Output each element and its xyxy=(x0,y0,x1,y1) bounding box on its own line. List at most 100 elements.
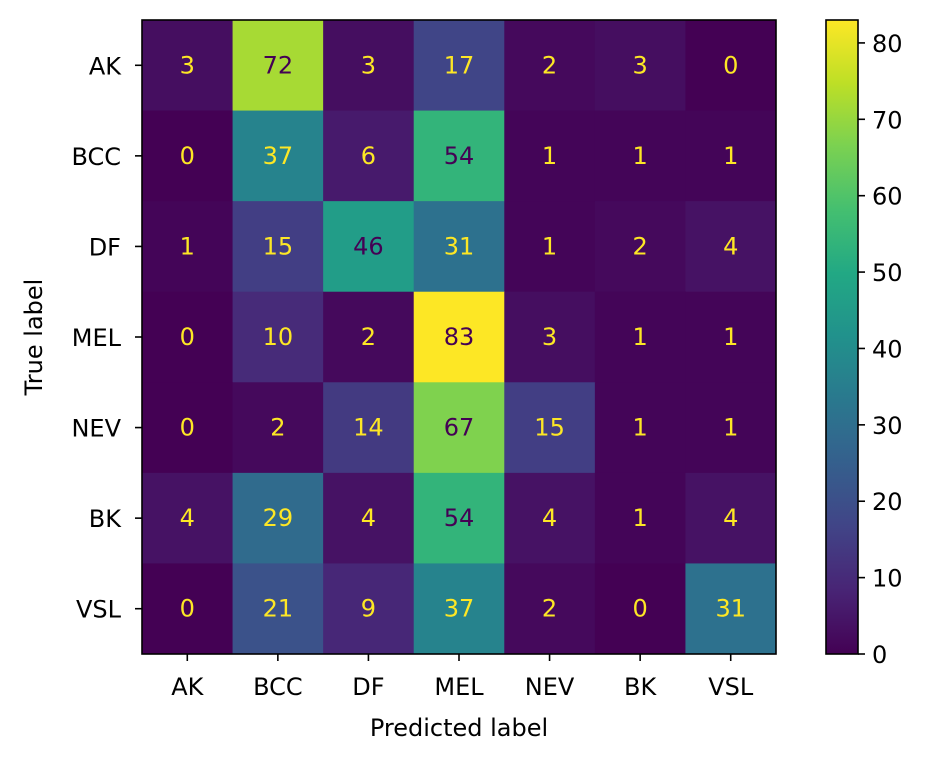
cell-value-label: 1 xyxy=(633,414,648,442)
heatmap-cell-BCC-MEL xyxy=(413,110,505,202)
y-tick-label: BCC xyxy=(71,143,121,171)
heatmap-cell-MEL-MEL xyxy=(413,291,505,383)
heatmap-cell-BCC-NEV xyxy=(504,110,596,202)
heatmap-cell-MEL-NEV xyxy=(504,291,596,383)
cell-value-label: 0 xyxy=(180,142,195,170)
y-tick-label: MEL xyxy=(72,324,122,352)
y-tick-label: BK xyxy=(89,505,122,533)
x-tick-label: MEL xyxy=(434,673,484,701)
heatmap-cell-BCC-BCC xyxy=(232,110,324,202)
heatmap-cell-VSL-VSL xyxy=(685,563,777,655)
cell-value-label: 1 xyxy=(180,232,195,260)
cell-value-label: 72 xyxy=(263,51,294,79)
heatmap-cell-AK-BCC xyxy=(232,20,324,112)
x-tick-label: AK xyxy=(171,673,204,701)
y-axis-label: True label xyxy=(20,279,48,397)
cell-value-label: 1 xyxy=(633,142,648,170)
x-tick-label: DF xyxy=(352,673,384,701)
cell-value-label: 1 xyxy=(542,142,557,170)
cell-value-label: 4 xyxy=(361,504,376,532)
cell-value-label: 4 xyxy=(723,232,738,260)
cell-value-label: 37 xyxy=(263,142,294,170)
cell-value-label: 3 xyxy=(180,51,195,79)
heatmap-cell-AK-DF xyxy=(323,20,415,112)
heatmap-cell-BK-BK xyxy=(594,472,686,564)
heatmap-cell-NEV-MEL xyxy=(413,382,505,474)
heatmap-cell-AK-AK xyxy=(142,20,234,112)
heatmap-cell-DF-BK xyxy=(594,201,686,293)
heatmap-cell-BK-DF xyxy=(323,472,415,564)
y-tick-label: NEV xyxy=(71,415,121,443)
heatmap-cell-VSL-BCC xyxy=(232,563,324,655)
cell-value-label: 6 xyxy=(361,142,376,170)
colorbar: 0 10 20 30 40 50 60 70 80 xyxy=(825,19,903,669)
cell-value-label: 54 xyxy=(444,504,475,532)
heatmap-cell-values: 3 72 3 17 2 3 00 37 6 54 1 1 11 15 46 31 1 2 40 10 2 83 3 1 10 2 1… xyxy=(180,51,746,622)
cell-value-label: 1 xyxy=(633,323,648,351)
heatmap-cell-VSL-BK xyxy=(594,563,686,655)
y-tick-label: VSL xyxy=(76,596,122,624)
cell-value-label: 14 xyxy=(353,414,384,442)
cell-value-label: 0 xyxy=(723,51,738,79)
heatmap-cell-NEV-AK xyxy=(142,382,234,474)
heatmap-cell-VSL-NEV xyxy=(504,563,596,655)
colorbar-tick-label: 50 xyxy=(872,259,903,287)
heatmap-cell-VSL-DF xyxy=(323,563,415,655)
y-tick-label: DF xyxy=(89,233,121,261)
heatmap-cell-BK-AK xyxy=(142,472,234,564)
heatmap-cell-NEV-DF xyxy=(323,382,415,474)
cell-value-label: 0 xyxy=(180,323,195,351)
x-tick-label: BCC xyxy=(253,673,303,701)
heatmap-cell-MEL-BCC xyxy=(232,291,324,383)
colorbar-tick-label: 80 xyxy=(872,30,903,58)
heatmap-cell-BCC-BK xyxy=(594,110,686,202)
heatmap-cell-BCC-AK xyxy=(142,110,234,202)
cell-value-label: 0 xyxy=(180,414,195,442)
colorbar-gradient xyxy=(825,19,859,655)
cell-value-label: 4 xyxy=(723,504,738,532)
cell-value-label: 10 xyxy=(263,323,294,351)
heatmap-cell-AK-NEV xyxy=(504,20,596,112)
cell-value-label: 1 xyxy=(633,504,648,532)
heatmap-cell-VSL-AK xyxy=(142,563,234,655)
cell-value-label: 2 xyxy=(542,595,557,623)
heatmap-cell-MEL-AK xyxy=(142,291,234,383)
x-tick-label: BK xyxy=(624,673,657,701)
cell-value-label: 3 xyxy=(361,51,376,79)
x-axis-ticks: AK BCC DF MEL NEV BK VSL xyxy=(171,654,754,701)
cell-value-label: 54 xyxy=(444,142,475,170)
cell-value-label: 37 xyxy=(444,595,475,623)
cell-value-label: 46 xyxy=(353,232,384,260)
heatmap-cell-AK-BK xyxy=(594,20,686,112)
heatmap-cell-AK-MEL xyxy=(413,20,505,112)
heatmap-cell-AK-VSL xyxy=(685,20,777,112)
heatmap-cell-DF-DF xyxy=(323,201,415,293)
cell-value-label: 67 xyxy=(444,414,475,442)
heatmap-cell-NEV-VSL xyxy=(685,382,777,474)
heatmap-cell-BK-NEV xyxy=(504,472,596,564)
colorbar-tick-label: 60 xyxy=(872,183,903,211)
cell-value-label: 2 xyxy=(361,323,376,351)
heatmap-cell-BK-BCC xyxy=(232,472,324,564)
heatmap-cell-MEL-VSL xyxy=(685,291,777,383)
cell-value-label: 3 xyxy=(633,51,648,79)
heatmap-cell-DF-AK xyxy=(142,201,234,293)
colorbar-tick-label: 70 xyxy=(872,106,903,134)
colorbar-tick-label: 0 xyxy=(872,641,887,669)
heatmap-cell-BCC-DF xyxy=(323,110,415,202)
heatmap-cell-NEV-BCC xyxy=(232,382,324,474)
heatmap-cell-MEL-DF xyxy=(323,291,415,383)
cell-value-label: 3 xyxy=(542,323,557,351)
cell-value-label: 0 xyxy=(180,595,195,623)
heatmap-cell-BK-MEL xyxy=(413,472,505,564)
cell-value-label: 4 xyxy=(180,504,195,532)
heatmap-cells xyxy=(142,20,777,655)
y-tick-label: AK xyxy=(89,52,122,80)
cell-value-label: 17 xyxy=(444,51,475,79)
heatmap-cell-DF-BCC xyxy=(232,201,324,293)
heatmap-cell-BCC-VSL xyxy=(685,110,777,202)
heatmap-cell-BK-VSL xyxy=(685,472,777,564)
heatmap-cell-DF-NEV xyxy=(504,201,596,293)
cell-value-label: 15 xyxy=(534,414,565,442)
